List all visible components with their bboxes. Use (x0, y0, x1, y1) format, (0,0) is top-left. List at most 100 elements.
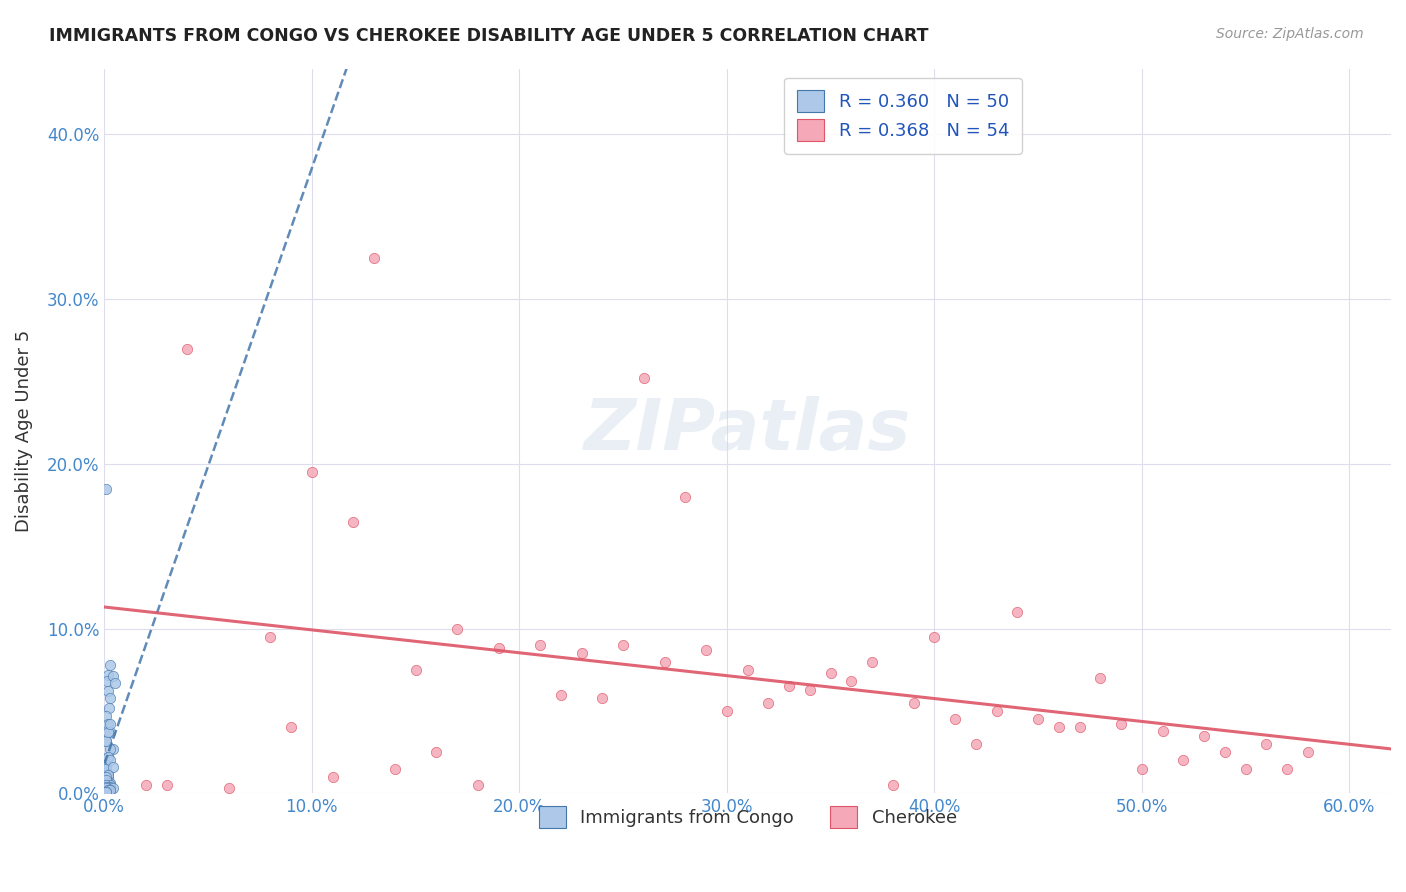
Point (97, 783, 120, 797)
Point (882, 778, 904, 792)
Point (425, 745, 447, 759)
Point (405, 663, 427, 677)
Point (986, 704, 1008, 718)
Point (96, 709, 118, 723)
Point (97, 785, 120, 799)
Point (799, 682, 821, 697)
Point (155, 778, 177, 792)
Point (97, 667, 120, 681)
Point (97, 725, 120, 739)
Point (1277, 762, 1299, 776)
Point (100, 657, 122, 672)
Point (1152, 723, 1174, 738)
Point (591, 690, 613, 705)
Point (654, 655, 676, 669)
Point (100, 717, 122, 731)
Point (1047, 721, 1070, 735)
Point (96, 674, 118, 689)
Point (841, 674, 863, 689)
Point (96, 482, 118, 496)
Point (101, 742, 124, 756)
Point (96, 776, 118, 790)
Point (943, 712, 966, 726)
Point (860, 655, 883, 669)
Point (924, 630, 946, 644)
Y-axis label: Disability Age Under 5: Disability Age Under 5 (15, 330, 32, 532)
Point (612, 638, 634, 652)
Point (100, 778, 122, 792)
Text: IMMIGRANTS FROM CONGO VS CHEROKEE DISABILITY AGE UNDER 5 CORRELATION CHART: IMMIGRANTS FROM CONGO VS CHEROKEE DISABI… (49, 27, 929, 45)
Point (97, 783, 120, 797)
Point (100, 753, 122, 767)
Point (820, 666, 842, 681)
Point (1007, 605, 1029, 619)
Point (96, 781, 118, 796)
Point (97, 750, 120, 764)
Point (778, 679, 800, 693)
Point (1069, 721, 1091, 735)
Point (97, 783, 120, 797)
Point (96, 785, 118, 799)
Point (695, 643, 717, 657)
Point (633, 371, 655, 385)
Text: Source: ZipAtlas.com: Source: ZipAtlas.com (1216, 27, 1364, 41)
Point (1130, 762, 1153, 776)
Point (467, 778, 489, 792)
Point (96, 785, 118, 799)
Point (1173, 753, 1195, 767)
Point (97, 768, 120, 782)
Point (280, 721, 302, 735)
Point (716, 704, 738, 718)
Point (97, 776, 120, 790)
Point (100, 776, 122, 790)
Point (758, 696, 780, 710)
Point (101, 781, 124, 796)
Point (97, 780, 120, 794)
Point (96, 733, 118, 747)
Point (1234, 762, 1257, 776)
Point (96, 733, 118, 747)
Point (100, 783, 122, 797)
Point (96, 773, 118, 788)
Point (965, 737, 987, 751)
Point (101, 760, 124, 774)
Point (1213, 745, 1236, 759)
Point (301, 465, 323, 479)
Point (97, 770, 120, 784)
Point (342, 515, 364, 529)
Legend: Immigrants from Congo, Cherokee: Immigrants from Congo, Cherokee (531, 798, 965, 835)
Point (100, 725, 122, 739)
Point (104, 676, 127, 690)
Text: ZIPatlas: ZIPatlas (583, 396, 911, 466)
Point (529, 638, 551, 652)
Point (446, 622, 468, 636)
Point (176, 342, 198, 356)
Point (550, 688, 572, 702)
Point (96, 783, 118, 797)
Point (100, 690, 122, 705)
Point (100, 780, 122, 794)
Point (259, 630, 281, 644)
Point (571, 646, 593, 660)
Point (96, 780, 118, 794)
Point (363, 251, 385, 265)
Point (97, 750, 120, 764)
Point (1296, 745, 1319, 759)
Point (488, 641, 510, 656)
Point (135, 778, 157, 792)
Point (903, 696, 925, 710)
Point (100, 742, 122, 756)
Point (96, 770, 118, 784)
Point (673, 490, 696, 504)
Point (96, 778, 118, 792)
Point (101, 669, 124, 683)
Point (97, 781, 120, 796)
Point (1256, 737, 1278, 751)
Point (1090, 671, 1112, 685)
Point (737, 663, 759, 677)
Point (96, 758, 118, 772)
Point (97, 684, 120, 698)
Point (96, 785, 118, 799)
Point (384, 762, 406, 776)
Point (97, 766, 120, 780)
